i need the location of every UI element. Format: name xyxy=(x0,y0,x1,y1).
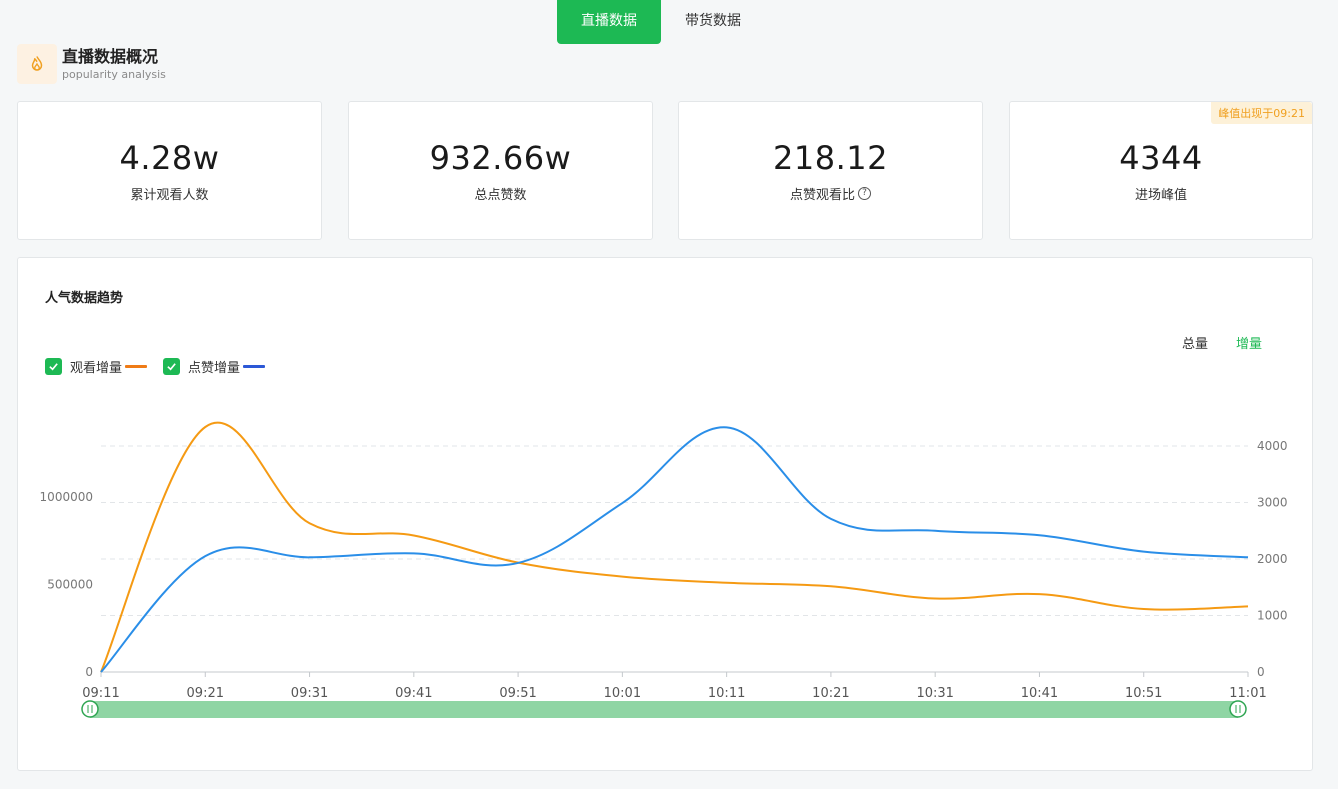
y-left-tick-label: 1000000 xyxy=(40,490,93,504)
series-line-views xyxy=(100,421,1249,673)
section-title: 直播数据概况 xyxy=(62,47,159,66)
x-tick-label: 09:21 xyxy=(187,686,224,701)
y-right-tick-label: 1000 xyxy=(1257,609,1288,623)
stat-card-entry-peak: 峰值出现于09:21 4344 进场峰值 xyxy=(1009,101,1313,240)
x-tick-label: 10:21 xyxy=(812,686,849,701)
legend-label: 点赞增量 xyxy=(188,361,241,376)
stat-label: 总点赞数 xyxy=(474,188,527,203)
help-icon[interactable]: ? xyxy=(858,187,871,200)
mode-total[interactable]: 总量 xyxy=(1181,337,1208,352)
series-line-likes xyxy=(100,426,1249,673)
range-slider-handle-start[interactable] xyxy=(81,700,99,718)
y-left-tick-label: 0 xyxy=(85,665,93,679)
range-slider-fill xyxy=(90,701,1238,718)
y-right-tick-label: 0 xyxy=(1257,665,1265,679)
x-tick-label: 10:01 xyxy=(604,686,641,701)
section-subtitle: popularity analysis xyxy=(62,68,166,81)
x-tick-label: 10:51 xyxy=(1125,686,1162,701)
tab-sales-data[interactable]: 带货数据 xyxy=(685,13,741,29)
x-tick-label: 10:31 xyxy=(916,686,953,701)
x-tick-label: 10:11 xyxy=(708,686,745,701)
x-tick-label: 10:41 xyxy=(1021,686,1058,701)
legend-swatch-views xyxy=(125,365,148,368)
x-tick-label: 09:51 xyxy=(499,686,536,701)
stat-value: 932.66w xyxy=(429,139,572,177)
tab-live-data[interactable]: 直播数据 xyxy=(557,0,661,44)
stat-label: 进场峰值 xyxy=(1134,188,1187,203)
stat-card-like-view-ratio: 218.12 点赞观看比 ? xyxy=(678,101,983,240)
range-slider-handle-end[interactable] xyxy=(1229,700,1247,718)
y-right-tick-label: 2000 xyxy=(1257,552,1288,566)
checkbox-checked-icon[interactable] xyxy=(45,358,62,375)
stat-label: 累计观看人数 xyxy=(130,188,209,203)
section-header: 直播数据概况 popularity analysis xyxy=(17,44,166,84)
peak-time-badge: 峰值出现于09:21 xyxy=(1211,102,1312,124)
stat-value: 4344 xyxy=(1119,139,1203,177)
y-left-tick-label: 500000 xyxy=(47,578,93,592)
x-tick-label: 09:31 xyxy=(291,686,328,701)
stat-label: 点赞观看比 xyxy=(789,188,855,203)
legend-swatch-likes xyxy=(243,365,266,368)
y-right-tick-label: 3000 xyxy=(1257,496,1288,510)
legend-item-likes[interactable]: 点赞增量 xyxy=(163,357,266,376)
x-tick-label: 09:11 xyxy=(82,686,119,701)
chart-title: 人气数据趋势 xyxy=(45,291,124,306)
x-tick-label: 11:01 xyxy=(1229,686,1266,701)
stat-card-total-viewers: 4.28w 累计观看人数 xyxy=(17,101,322,240)
legend-label: 观看增量 xyxy=(70,361,123,376)
trend-chart-card: 人气数据趋势 总量 增量 观看增量 点赞增量 xyxy=(17,257,1313,771)
stat-card-total-likes: 932.66w 总点赞数 xyxy=(348,101,653,240)
flame-icon xyxy=(17,44,57,84)
legend-item-views[interactable]: 观看增量 xyxy=(45,357,148,376)
stat-value: 218.12 xyxy=(773,139,888,177)
mode-increment[interactable]: 增量 xyxy=(1235,337,1262,352)
tab-bar: 直播数据 带货数据 xyxy=(557,0,765,44)
x-tick-label: 09:41 xyxy=(395,686,432,701)
checkbox-checked-icon[interactable] xyxy=(163,358,181,375)
y-right-tick-label: 4000 xyxy=(1257,439,1288,453)
stat-value: 4.28w xyxy=(119,139,220,177)
chart-legend: 观看增量 点赞增量 xyxy=(45,357,266,376)
mode-switch: 总量 增量 xyxy=(1182,333,1262,352)
